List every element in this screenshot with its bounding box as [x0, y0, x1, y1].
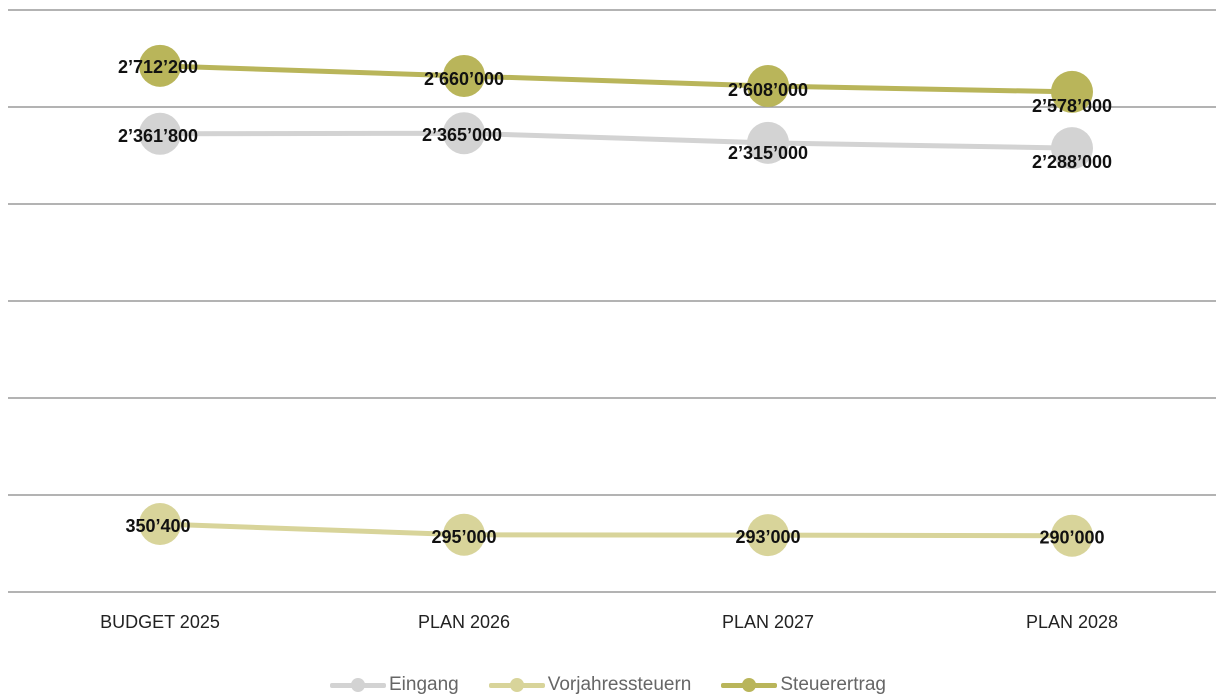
data-label-eingang: 2’315’000 — [728, 143, 808, 163]
data-point-vorjahressteuern — [443, 513, 485, 556]
legend-swatch-eingang — [329, 678, 386, 692]
x-axis-ticks: BUDGET 2025 PLAN 2026 PLAN 2027 PLAN 2028 — [100, 612, 1118, 632]
legend-swatch-steuerertrag — [721, 678, 778, 692]
x-tick-label: PLAN 2028 — [1026, 612, 1118, 632]
data-label-eingang: 2’288’000 — [1032, 152, 1112, 172]
legend-item-vorjahressteuern: Vorjahressteuern — [488, 674, 692, 696]
data-label-steuerertrag: 2’712’200 — [118, 57, 198, 77]
series-line-eingang — [157, 130, 1075, 151]
data-label-vorjahressteuern: 293’000 — [735, 527, 800, 547]
data-point-steuerertrag — [139, 44, 181, 87]
data-point-steuerertrag — [747, 65, 789, 108]
x-tick-label: PLAN 2026 — [418, 612, 510, 632]
series-layer: 2’361’800 2’365’000 2’315’000 2’288’000 350’… — [118, 44, 1112, 557]
line-chart: 2’361’800 2’365’000 2’315’000 2’288’000 350’… — [8, 9, 1216, 632]
series-line-steuerertrag — [157, 63, 1075, 95]
gridlines — [8, 9, 1216, 593]
data-point-eingang — [139, 112, 181, 155]
series-line-vorjahressteuern — [157, 521, 1075, 539]
data-label-vorjahressteuern: 290’000 — [1039, 528, 1104, 548]
legend-item-steuerertrag: Steuerertrag — [721, 674, 886, 696]
legend-swatch-vorjahressteuern — [488, 678, 545, 692]
data-label-steuerertrag: 2’660’000 — [424, 69, 504, 89]
data-point-eingang — [443, 112, 485, 155]
legend: Eingang Vorjahressteuern Steuerertrag — [0, 672, 1216, 698]
x-tick-label: BUDGET 2025 — [100, 612, 220, 632]
data-label-eingang: 2’365’000 — [422, 125, 502, 145]
legend-label-eingang: Eingang — [388, 674, 459, 695]
data-point-eingang — [747, 121, 789, 164]
x-tick-label: PLAN 2027 — [722, 612, 814, 632]
data-label-steuerertrag: 2’608’000 — [728, 80, 808, 100]
legend-swatch-vorjahressteuern-dot — [509, 678, 524, 692]
legend-label-vorjahressteuern: Vorjahressteuern — [547, 674, 692, 695]
legend-swatch-steuerertrag-dot — [742, 678, 757, 692]
data-point-vorjahressteuern — [747, 514, 789, 557]
data-label-vorjahressteuern: 350’400 — [125, 516, 190, 536]
legend-label-steuerertrag: Steuerertrag — [780, 674, 886, 695]
legend-swatch-eingang-dot — [350, 678, 365, 692]
data-point-steuerertrag — [1051, 70, 1093, 113]
legend-item-eingang: Eingang — [329, 674, 459, 696]
data-point-eingang — [1051, 127, 1093, 170]
data-label-vorjahressteuern: 295’000 — [431, 527, 496, 547]
data-point-vorjahressteuern — [1051, 514, 1093, 557]
data-label-eingang: 2’361’800 — [118, 126, 198, 146]
data-point-steuerertrag — [443, 54, 485, 97]
data-point-vorjahressteuern — [139, 503, 181, 546]
data-label-steuerertrag: 2’578’000 — [1032, 96, 1112, 116]
